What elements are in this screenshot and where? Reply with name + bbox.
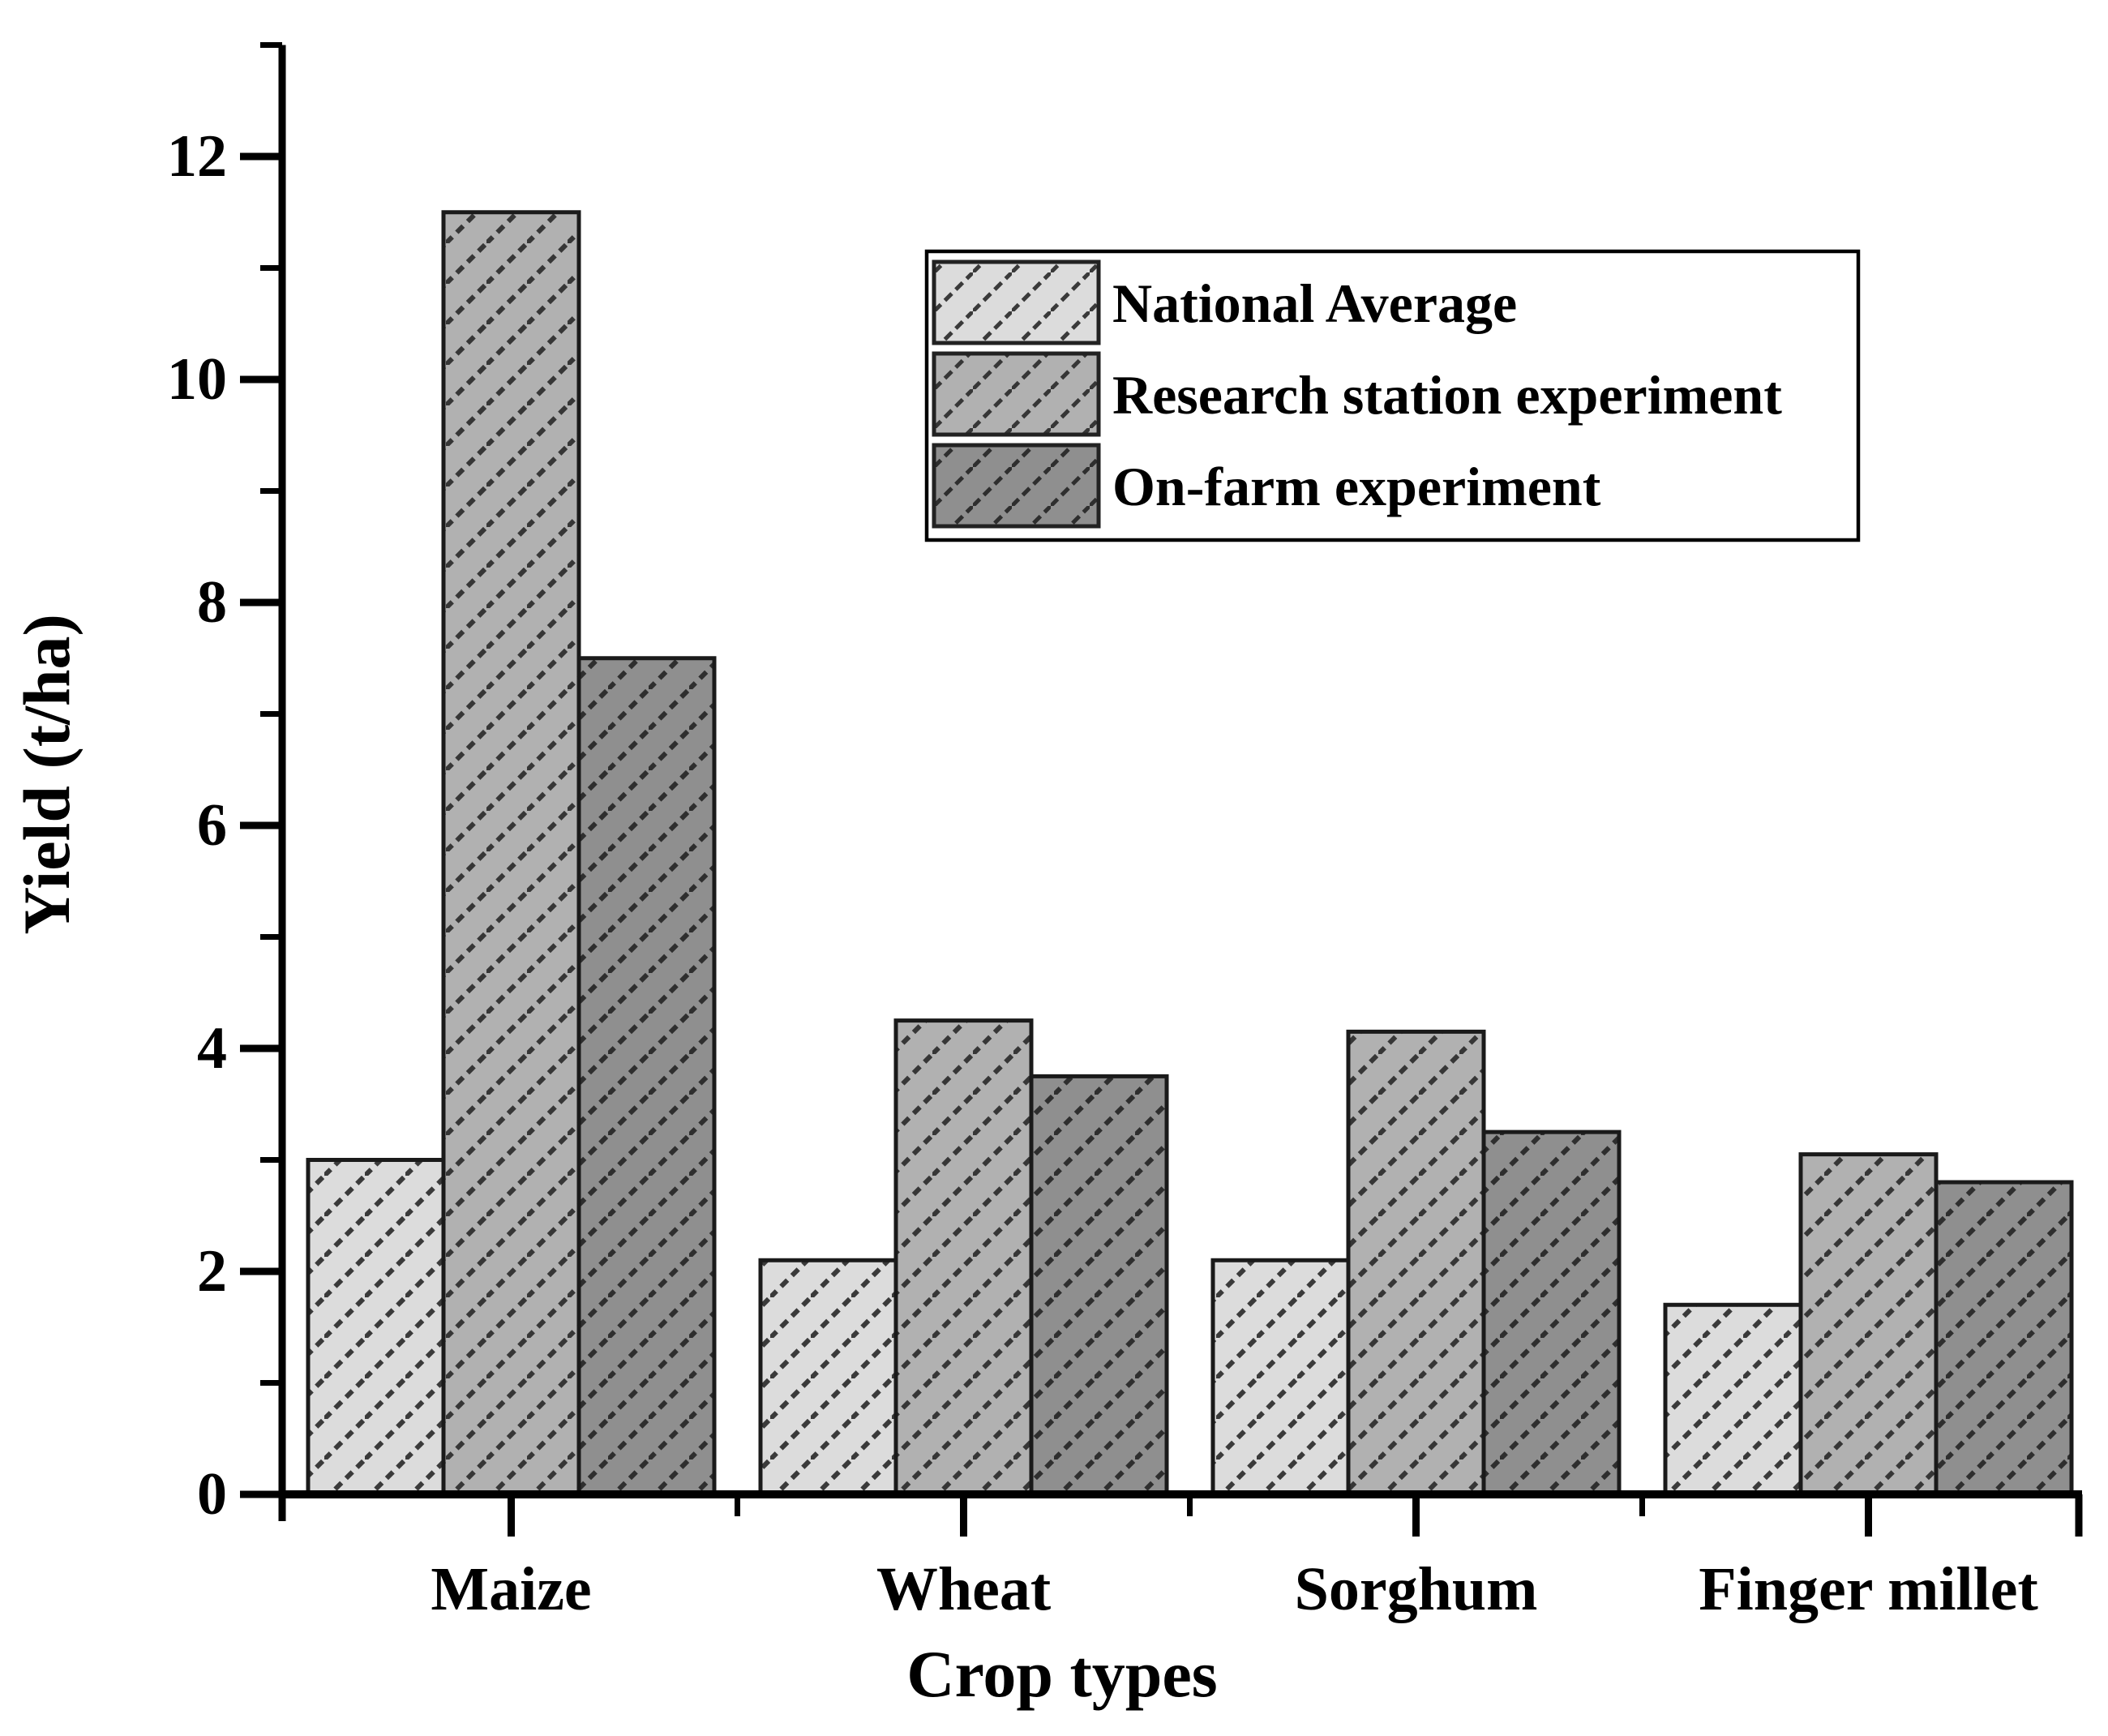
bar-sorghum-s1	[1346, 1029, 1486, 1497]
bar-sorghum-s2	[1481, 1129, 1622, 1497]
bar-wheat-s0	[758, 1258, 898, 1497]
y-tick-label: 10	[167, 346, 227, 413]
legend-label: On-farm experiment	[1112, 456, 1601, 517]
bar-finger-millet-s0	[1663, 1302, 1803, 1497]
legend-label: Research station experiment	[1112, 364, 1782, 426]
y-tick-label: 6	[197, 792, 227, 859]
bar-sorghum-s0	[1210, 1258, 1351, 1497]
bar-wheat-s2	[1029, 1074, 1169, 1497]
y-tick-label: 0	[197, 1461, 227, 1528]
bar-wheat-s1	[893, 1018, 1034, 1497]
axes-layer: 0 2 4 6 8 10 12 Maize Wheat Sorghum Finger millet	[167, 42, 2083, 1623]
x-axis-title: Crop types	[906, 1637, 1217, 1711]
y-tick-label: 12	[167, 123, 227, 190]
y-axis-title: Yield (t/ha)	[10, 614, 84, 935]
y-tick-label: 4	[197, 1015, 227, 1082]
bar-maize-s1	[441, 210, 581, 1497]
legend-swatch	[932, 351, 1101, 437]
bar-finger-millet-s1	[1798, 1152, 1939, 1497]
bar-finger-millet-s2	[1934, 1180, 2074, 1497]
legend: National Average Research station experim…	[924, 249, 1861, 542]
legend-label: National Average	[1112, 272, 1517, 334]
y-tick-label: 2	[197, 1238, 227, 1305]
category-label: Finger millet	[1699, 1555, 2038, 1623]
legend-swatch	[932, 443, 1101, 529]
bar-maize-s2	[576, 656, 717, 1497]
category-label: Maize	[431, 1555, 591, 1623]
category-label: Wheat	[876, 1555, 1051, 1623]
bar-maize-s0	[306, 1158, 446, 1497]
legend-swatch	[932, 259, 1101, 345]
category-label: Sorghum	[1295, 1555, 1538, 1623]
bars-layer	[306, 210, 2074, 1497]
y-tick-label: 8	[197, 569, 227, 636]
